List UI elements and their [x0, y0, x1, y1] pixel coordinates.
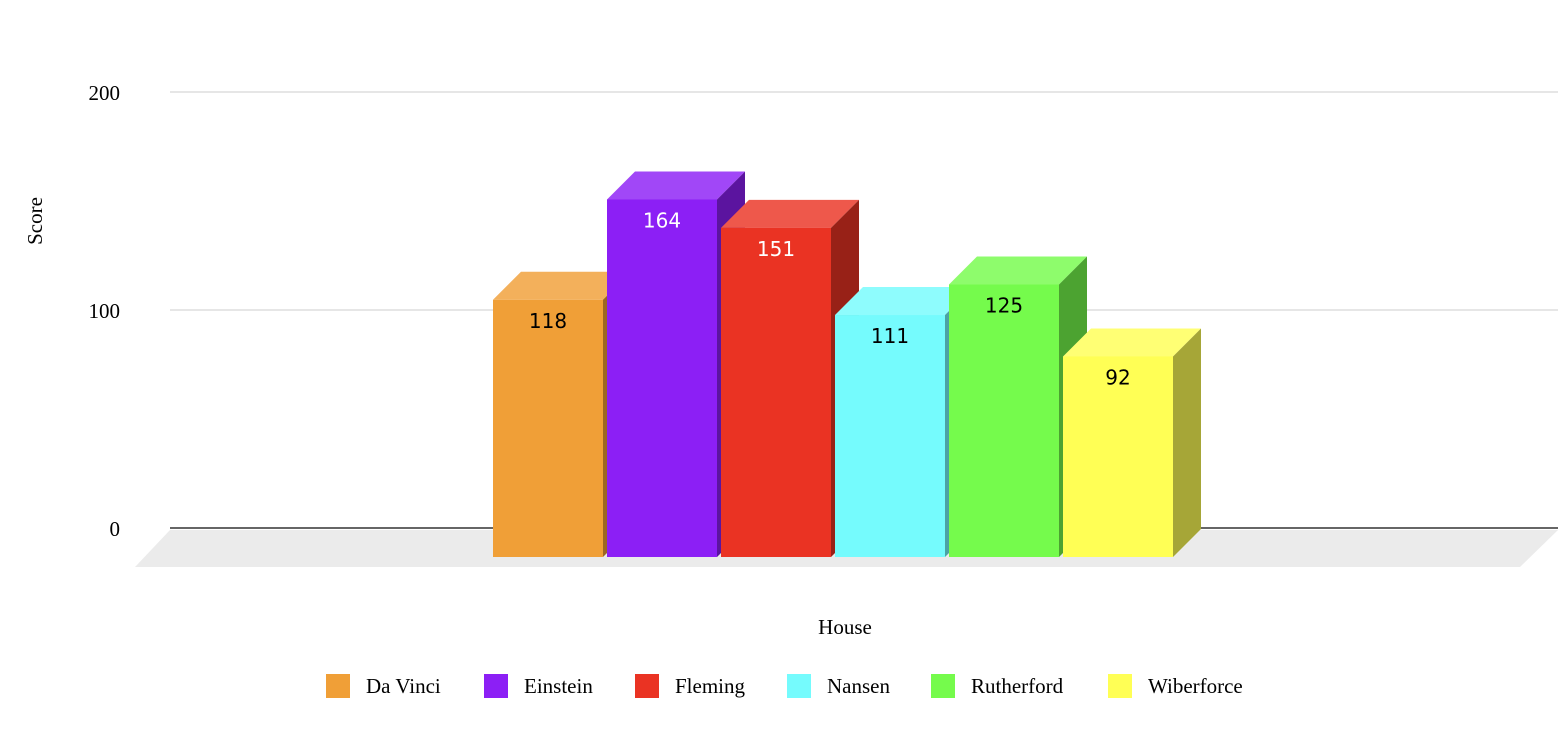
y-axis-title: Score	[23, 197, 47, 245]
legend-label: Da Vinci	[366, 674, 441, 698]
bar-top-face	[607, 171, 745, 200]
data-labels: 118 164 151 111 125 92	[529, 208, 1131, 389]
legend-label: Nansen	[827, 674, 890, 698]
bar-top-face	[721, 199, 859, 228]
bar-front-face	[835, 315, 945, 557]
data-label: 164	[643, 208, 681, 232]
legend-item: Nansen	[787, 674, 890, 698]
legend-item: Rutherford	[931, 674, 1064, 698]
y-tick-label: 100	[89, 299, 121, 323]
bar-front-face	[607, 199, 717, 558]
bar-top-face	[493, 271, 631, 300]
bar-side-face	[1173, 328, 1201, 557]
gridlines	[170, 91, 1558, 311]
bar-front-face	[949, 284, 1059, 557]
bar	[1063, 328, 1201, 557]
legend-swatch	[326, 674, 350, 698]
bar-top-face	[1063, 328, 1201, 357]
legend-label: Einstein	[524, 674, 593, 698]
x-axis-title: House	[818, 615, 872, 639]
data-label: 118	[529, 309, 567, 333]
y-tick-label: 200	[89, 81, 121, 105]
bar	[949, 256, 1087, 557]
legend-label: Fleming	[675, 674, 746, 698]
legend-item: Wiberforce	[1108, 674, 1243, 698]
legend-label: Rutherford	[971, 674, 1064, 698]
bar-top-face	[949, 256, 1087, 285]
data-label: 151	[757, 237, 795, 261]
bar-front-face	[493, 299, 603, 557]
legend-item: Fleming	[635, 674, 746, 698]
y-tick-label: 0	[110, 517, 121, 541]
legend-swatch	[787, 674, 811, 698]
legend-swatch	[484, 674, 508, 698]
data-label: 125	[985, 294, 1023, 318]
legend-swatch	[931, 674, 955, 698]
data-label: 92	[1105, 365, 1130, 389]
legend-swatch	[1108, 674, 1132, 698]
bar-top-face	[835, 287, 973, 316]
legend: Da Vinci Einstein Fleming Nansen Rutherford W…	[326, 674, 1243, 698]
legend-label: Wiberforce	[1148, 674, 1243, 698]
data-label: 111	[871, 324, 909, 348]
legend-item: Da Vinci	[326, 674, 441, 698]
bar-front-face	[1063, 356, 1173, 557]
bars	[493, 171, 1201, 558]
legend-item: Einstein	[484, 674, 593, 698]
y-axis-ticks: 0 100 200	[89, 81, 121, 541]
bar-front-face	[721, 227, 831, 557]
legend-swatch	[635, 674, 659, 698]
